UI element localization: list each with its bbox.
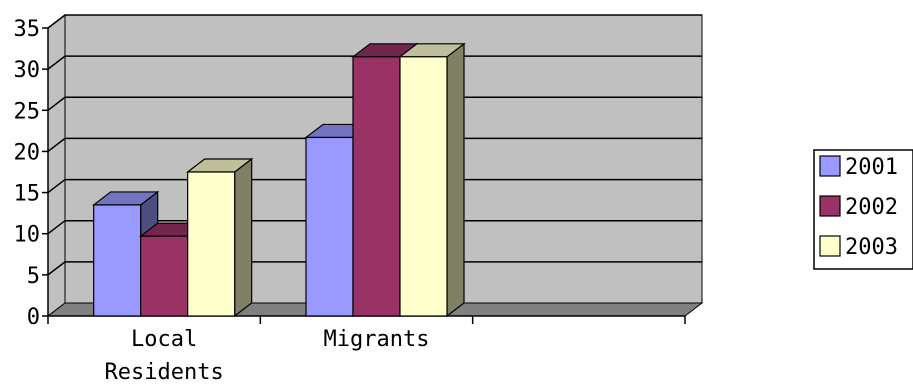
y-tick-label: 30 xyxy=(14,58,41,83)
gridline xyxy=(47,178,702,194)
gridline xyxy=(47,55,702,70)
legend: 2001 2002 2003 xyxy=(813,149,913,270)
bar-2003-1 xyxy=(398,42,466,318)
legend-label-2001: 2001 xyxy=(845,155,898,180)
y-tick-label: 0 xyxy=(27,305,40,330)
gridline xyxy=(47,14,702,29)
y-tick-label: 35 xyxy=(14,17,41,42)
gridline xyxy=(47,137,702,153)
legend-swatch-2003 xyxy=(819,235,841,257)
gridlines xyxy=(47,14,702,276)
y-tick-label: 15 xyxy=(14,182,41,207)
legend-label-2003: 2003 xyxy=(845,235,898,260)
bars xyxy=(91,42,466,318)
legend-swatch-2001 xyxy=(819,155,841,177)
legend-swatch-2002 xyxy=(819,195,841,217)
y-tick-label: 25 xyxy=(14,99,41,124)
y-tick-label: 5 xyxy=(27,264,40,289)
x-axis-ticks: Local Residents Migrants xyxy=(47,316,686,385)
y-axis-ticks: 0 5 10 15 20 25 30 35 xyxy=(14,17,48,330)
x-tick-label: Migrants xyxy=(324,327,430,352)
y-tick-label: 20 xyxy=(14,140,41,165)
x-tick-label: Local Residents xyxy=(105,327,224,385)
gridline xyxy=(47,219,702,235)
y-tick-label: 10 xyxy=(14,223,41,248)
legend-label-2002: 2002 xyxy=(845,195,898,220)
bar-2003-0 xyxy=(185,157,254,318)
side-wall xyxy=(47,13,66,318)
gridline xyxy=(47,96,702,111)
gridline xyxy=(47,261,702,276)
